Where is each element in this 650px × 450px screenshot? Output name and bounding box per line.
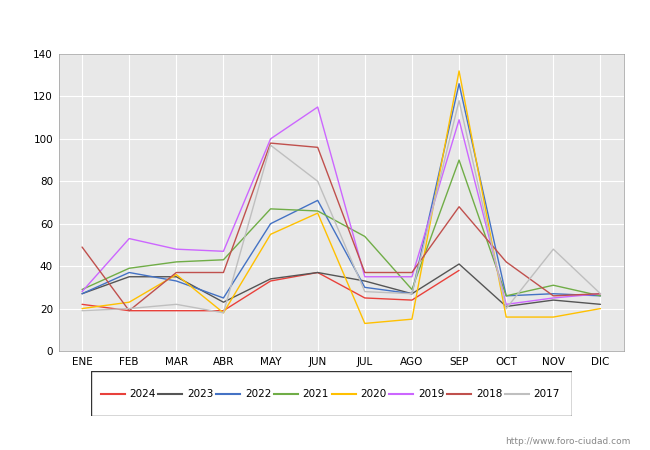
Text: 2019: 2019 <box>418 389 445 399</box>
Text: Afiliados en La Cueva de Roa a 30/9/2024: Afiliados en La Cueva de Roa a 30/9/2024 <box>152 11 498 29</box>
Text: 2020: 2020 <box>360 389 387 399</box>
Text: 2024: 2024 <box>129 389 156 399</box>
Text: 2022: 2022 <box>245 389 271 399</box>
FancyBboxPatch shape <box>91 371 572 416</box>
Text: 2018: 2018 <box>476 389 502 399</box>
Text: http://www.foro-ciudad.com: http://www.foro-ciudad.com <box>505 436 630 446</box>
Text: 2023: 2023 <box>187 389 214 399</box>
Text: 2017: 2017 <box>534 389 560 399</box>
Text: 2021: 2021 <box>303 389 329 399</box>
